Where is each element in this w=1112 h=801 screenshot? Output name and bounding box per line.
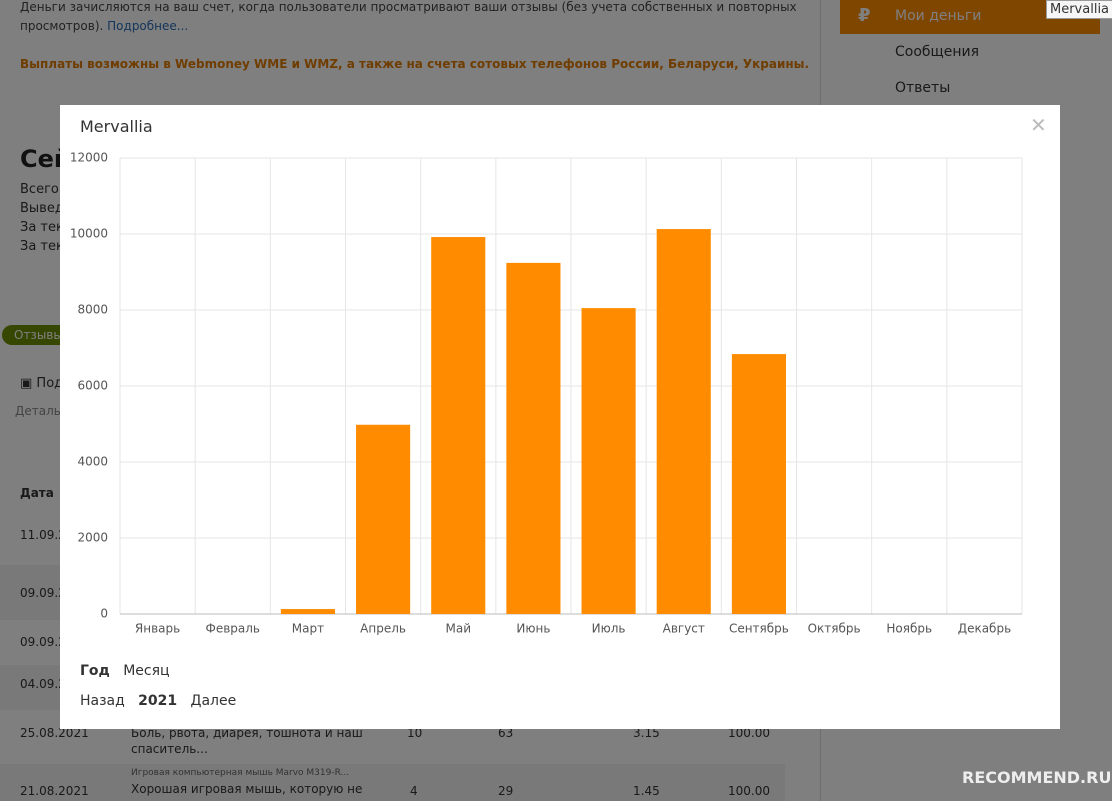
x-tick-label: Апрель (360, 622, 406, 636)
bar (280, 609, 335, 614)
period-year[interactable]: Год (80, 663, 110, 679)
tooltip: Mervallia (1046, 0, 1112, 19)
y-tick-label: 6000 (77, 379, 108, 393)
bar (506, 262, 561, 614)
x-tick-label: Март (292, 622, 324, 636)
modal: Mervallia ✕ 0 2000 4000 6000 8000 10000 12000 Я… (60, 105, 1060, 729)
x-tick-label: Январь (135, 622, 180, 636)
x-tick-label: Октябрь (808, 622, 861, 636)
bar (356, 424, 411, 614)
period-month[interactable]: Месяц (123, 663, 170, 679)
watermark: RECOMMEND.RU (962, 768, 1112, 787)
y-tick-label: 12000 (70, 151, 108, 165)
bar (431, 237, 486, 615)
x-tick-label: Сентябрь (729, 622, 789, 636)
x-tick-label: Июль (592, 622, 626, 636)
x-tick-label: Май (445, 622, 471, 636)
modal-title: Mervallia (80, 117, 153, 136)
bar (731, 354, 786, 614)
x-tick-label: Август (663, 622, 705, 636)
period: Год Месяц (80, 663, 170, 679)
y-tick-label: 2000 (77, 531, 108, 545)
bar (656, 229, 711, 614)
chart: 0 2000 4000 6000 8000 10000 12000 Январь Февраль… (70, 151, 1023, 636)
nav: Назад 2021 Далее (80, 693, 236, 709)
x-tick-label: Февраль (206, 622, 261, 636)
y-tick-label: 4000 (77, 455, 108, 469)
x-tick-label: Ноябрь (886, 622, 932, 636)
y-tick-label: 0 (100, 607, 108, 621)
bar (581, 308, 636, 614)
x-tick-label: Декабрь (958, 622, 1011, 636)
x-tick-label: Июнь (516, 622, 550, 636)
close[interactable]: ✕ (1030, 113, 1047, 137)
nav-year: 2021 (138, 693, 178, 709)
nav-prev[interactable]: Назад (80, 693, 125, 709)
y-tick-label: 10000 (70, 227, 108, 241)
nav-next[interactable]: Далее (190, 693, 237, 709)
y-tick-label: 8000 (77, 303, 108, 317)
